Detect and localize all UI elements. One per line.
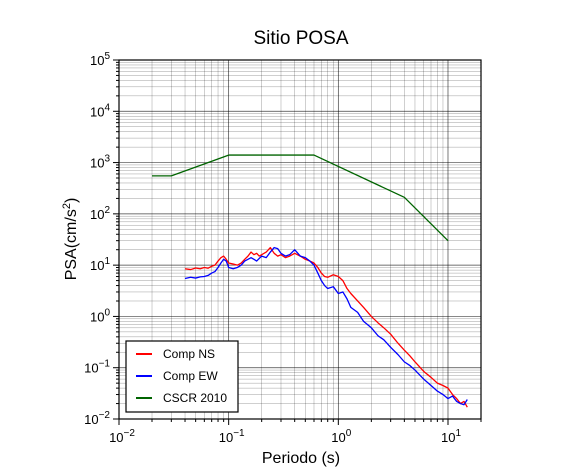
y-axis-label-sup: 2 bbox=[61, 203, 73, 209]
tick-layer bbox=[113, 59, 482, 425]
y-tick-label: 101 bbox=[90, 256, 110, 273]
plot-frame bbox=[118, 59, 482, 420]
legend-label-comp-ns: Comp NS bbox=[163, 347, 215, 361]
chart-title: Sitio POSA bbox=[253, 28, 348, 49]
y-tick-label: 105 bbox=[90, 51, 110, 68]
x-tick-label: 101 bbox=[441, 428, 461, 445]
series-line-comp-ew bbox=[184, 246, 468, 406]
x-tick-label: 10−1 bbox=[219, 428, 245, 445]
y-axis-label-base: PSA(cm/s bbox=[63, 209, 80, 280]
legend-label-cscr-2010: CSCR 2010 bbox=[163, 391, 227, 405]
series-line-cscr-2010 bbox=[152, 154, 449, 242]
y-axis-label-close: ) bbox=[63, 198, 80, 203]
legend-label-comp-ew: Comp EW bbox=[163, 369, 218, 383]
y-tick-label: 100 bbox=[90, 307, 110, 324]
series-line-comp-ns bbox=[184, 246, 468, 408]
y-axis-label: PSA(cm/s2) bbox=[61, 198, 80, 281]
legend: Comp NS Comp EW CSCR 2010 bbox=[125, 340, 239, 413]
series-layer bbox=[152, 154, 468, 408]
x-tick-label: 100 bbox=[331, 428, 351, 445]
y-tick-label: 10−2 bbox=[84, 410, 110, 427]
y-tick-label: 103 bbox=[90, 154, 110, 171]
label-layer: 10−2 10−1 100 101 10−2 10−1 100 101 102 103 104 105 bbox=[84, 51, 461, 445]
y-tick-label: 102 bbox=[90, 205, 110, 222]
grid-minor bbox=[119, 60, 482, 419]
y-tick-label: 10−1 bbox=[84, 359, 110, 376]
y-tick-label: 104 bbox=[90, 102, 110, 119]
x-axis-label: Periodo (s) bbox=[262, 450, 340, 467]
x-tick-label: 10−2 bbox=[109, 428, 135, 445]
